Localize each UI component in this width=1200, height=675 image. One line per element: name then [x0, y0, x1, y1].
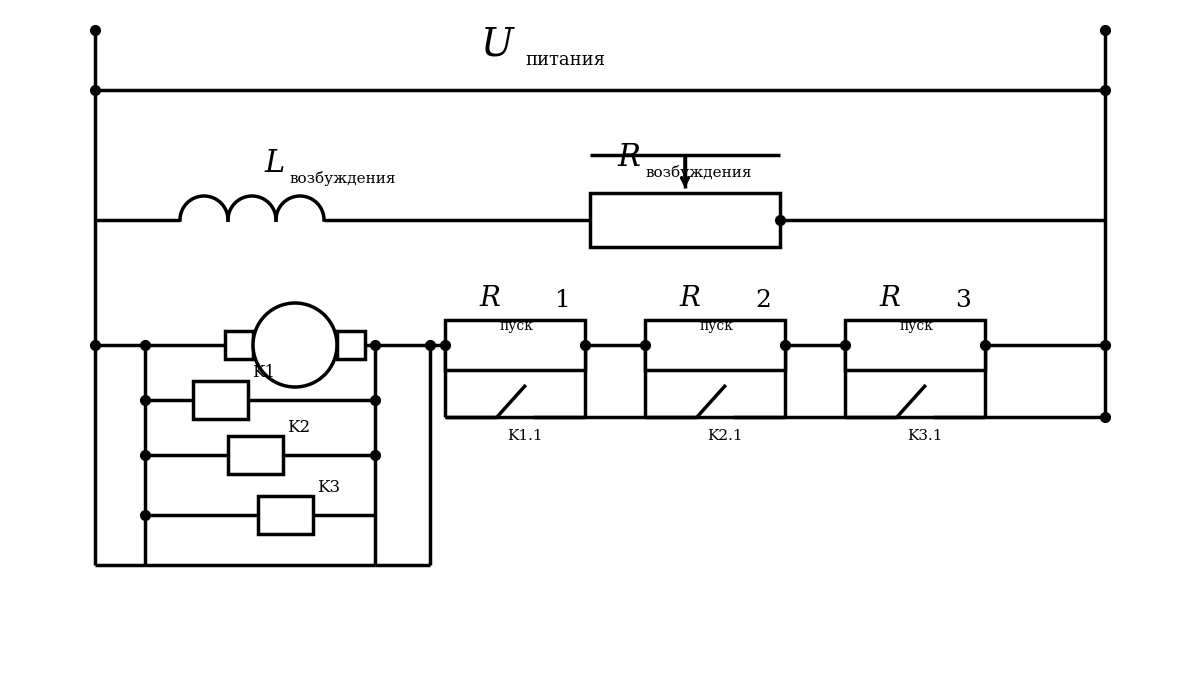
Text: R: R: [679, 285, 700, 312]
Bar: [337, 331, 365, 359]
Text: R: R: [617, 142, 640, 173]
Bar: [226, 331, 253, 359]
Bar: [228, 436, 282, 474]
Bar: [590, 193, 780, 247]
Bar: [258, 496, 312, 534]
Text: K2.1: K2.1: [707, 429, 743, 443]
Text: 3: 3: [955, 289, 971, 312]
Text: пуск: пуск: [700, 319, 734, 333]
Bar: [646, 320, 785, 370]
Text: K1: K1: [252, 364, 276, 381]
Text: U: U: [480, 26, 512, 63]
Text: R: R: [880, 285, 900, 312]
Text: пуск: пуск: [500, 319, 534, 333]
Bar: [445, 320, 586, 370]
Bar: [192, 381, 247, 419]
Circle shape: [253, 303, 337, 387]
Text: пуск: пуск: [900, 319, 934, 333]
Text: возбуждения: возбуждения: [290, 171, 396, 186]
Text: K3: K3: [318, 479, 341, 496]
Text: 2: 2: [755, 289, 770, 312]
Text: K3.1: K3.1: [907, 429, 943, 443]
Text: L: L: [265, 148, 286, 178]
Text: K1.1: K1.1: [508, 429, 542, 443]
Text: питания: питания: [526, 51, 605, 69]
Text: R: R: [479, 285, 500, 312]
Text: 1: 1: [554, 289, 571, 312]
Bar: [845, 320, 985, 370]
Text: K2: K2: [288, 419, 311, 436]
Text: возбуждения: возбуждения: [646, 165, 751, 180]
